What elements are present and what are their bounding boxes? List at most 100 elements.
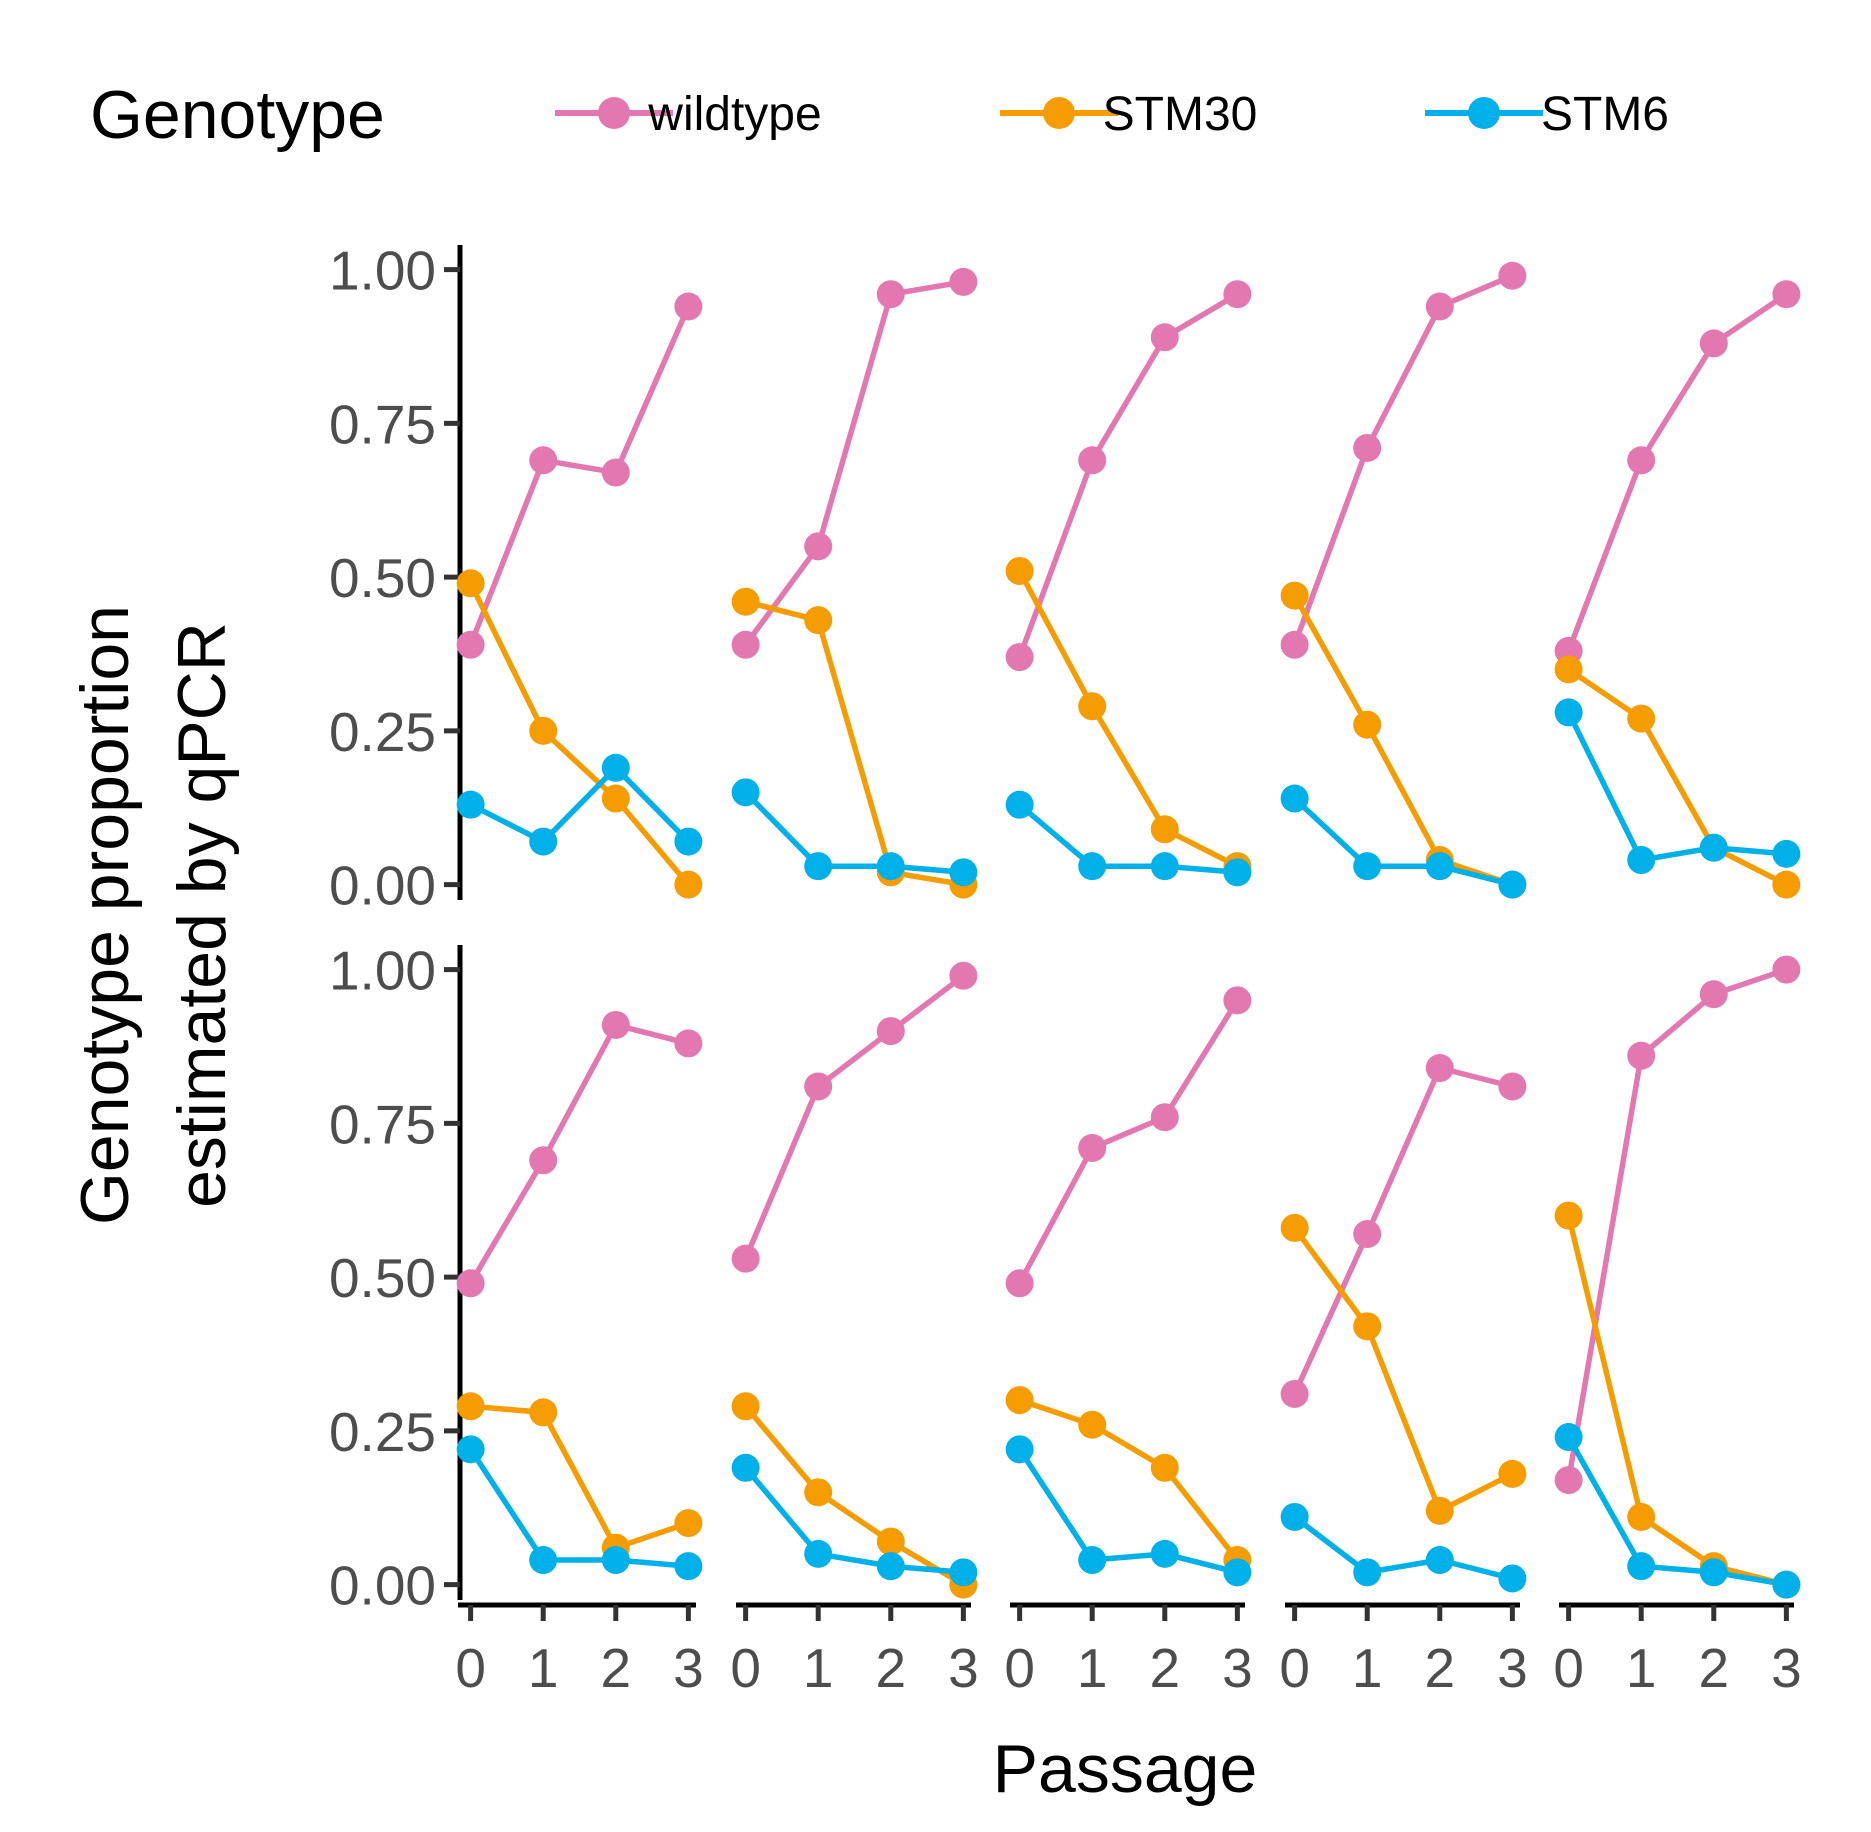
data-point-stm6 [1699,833,1728,862]
data-point-stm6 [1425,852,1454,881]
series-line-wildtype [1565,966,1788,1481]
y-tick-label: 0.25 [329,701,436,763]
legend-key-wildtype: wildtype [555,88,822,141]
series-line-wildtype [1017,998,1240,1285]
data-point-wildtype [876,280,905,309]
data-point-stm30 [1280,581,1309,610]
series-wildtype [456,1010,703,1298]
data-point-wildtype [674,1029,703,1058]
data-point-stm30 [1554,655,1583,684]
legend-label-stm6: STM6 [1541,88,1669,141]
data-point-stm6 [1699,1558,1728,1587]
data-point-stm6 [1005,1435,1034,1464]
series-stm30 [456,1392,703,1562]
data-point-stm30 [1150,815,1179,844]
x-tick-label: 1 [528,1637,559,1699]
series-line-wildtype [1292,1065,1514,1396]
data-point-stm30 [1627,1502,1656,1531]
data-point-wildtype [1498,1072,1527,1101]
data-point-wildtype [1078,1133,1107,1162]
data-point-stm6 [731,1453,760,1482]
series-stm6 [1280,1502,1527,1593]
series-stm30 [731,587,978,899]
data-point-stm30 [731,1392,760,1421]
series-wildtype [1005,280,1252,672]
data-point-stm6 [601,753,630,782]
x-tick-label: 3 [1222,1637,1253,1699]
series-stm6 [456,753,703,856]
data-point-wildtype [601,1010,630,1039]
x-tick-label: 2 [875,1637,906,1699]
panel-r1-c3 [1005,280,1252,887]
series-stm6 [731,778,978,887]
x-tick-label: 1 [803,1637,834,1699]
data-point-stm30 [1772,870,1801,899]
data-point-wildtype [1699,980,1728,1009]
panel-r1-c5 [1554,280,1801,899]
data-point-stm6 [1498,1564,1527,1593]
data-point-stm30 [876,1527,905,1556]
y-tick-label: 0.25 [329,1401,436,1463]
series-wildtype [456,292,703,659]
data-point-stm6 [1223,858,1252,887]
data-point-stm6 [1353,1558,1382,1587]
data-point-stm30 [456,1392,485,1421]
data-point-stm6 [601,1546,630,1575]
data-point-wildtype [529,446,558,475]
data-point-stm6 [674,827,703,856]
x-tick-label: 2 [1698,1637,1729,1699]
series-line-stm6 [1292,1514,1514,1582]
legend-label-wildtype: wildtype [647,88,821,141]
data-point-stm30 [1353,710,1382,739]
data-point-stm6 [1425,1546,1454,1575]
data-point-wildtype [1280,630,1309,659]
data-point-stm30 [1425,1496,1454,1525]
series-line-stm6 [743,1466,964,1576]
data-point-stm6 [1150,852,1179,881]
series-stm6 [731,1453,978,1587]
series-wildtype [1280,1054,1527,1408]
data-point-stm6 [804,852,833,881]
data-point-stm30 [1005,1386,1034,1415]
series-line-stm30 [468,582,691,887]
data-point-wildtype [1353,1220,1382,1249]
panel-r2-c5 [1554,955,1801,1599]
series-line-wildtype [743,279,964,647]
series-line-stm30 [470,1403,690,1551]
series-line-stm6 [469,765,691,845]
data-point-wildtype [949,267,978,296]
data-point-stm30 [674,1509,703,1538]
data-point-wildtype [529,1146,558,1175]
panel-r1-c2 [731,267,978,899]
series-line-stm30 [1292,1226,1514,1514]
data-point-stm6 [1150,1539,1179,1568]
data-point-wildtype [1223,986,1252,1015]
data-point-stm6 [876,852,905,881]
series-line-stm6 [1017,802,1238,876]
data-point-wildtype [804,532,833,561]
data-point-stm6 [1078,852,1107,881]
series-stm6 [1554,698,1801,875]
y-tick-label: 0.50 [329,1247,436,1309]
x-tick-label: 1 [1077,1637,1108,1699]
x-tick-label: 3 [1497,1637,1528,1699]
data-point-stm30 [1498,1459,1527,1488]
legend-title: Genotype [90,77,385,153]
series-line-wildtype [1017,291,1239,659]
data-point-wildtype [1425,1054,1454,1083]
data-point-stm30 [1627,704,1656,733]
data-point-stm6 [456,1435,485,1464]
panel-r2-c3 [1005,986,1252,1587]
data-point-stm6 [804,1539,833,1568]
data-point-stm30 [731,587,760,616]
series-line-stm6 [1017,1447,1239,1575]
x-tick-label: 3 [1771,1637,1802,1699]
series-line-stm6 [1566,711,1787,863]
data-point-stm30 [674,870,703,899]
series-stm6 [1280,784,1527,899]
